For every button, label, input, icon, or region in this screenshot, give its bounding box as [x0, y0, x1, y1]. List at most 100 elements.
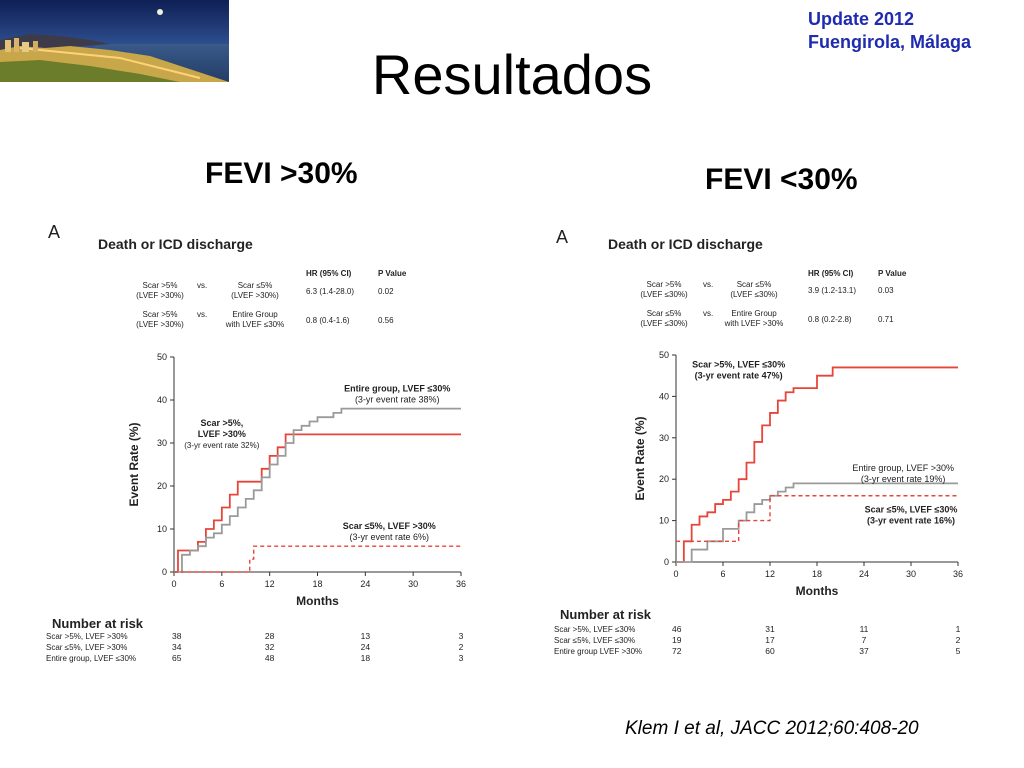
series-annotation: (3-yr event rate 47%): [695, 370, 783, 380]
y-tick-label: 10: [659, 516, 669, 526]
risk-row-value: 46: [672, 624, 682, 634]
y-tick-label: 30: [659, 433, 669, 443]
series-annotation: (3-yr event rate 32%): [184, 441, 259, 450]
risk-row-value: 37: [859, 646, 869, 656]
citation: Klem I et al, JACC 2012;60:408-20: [625, 718, 919, 739]
hr-row-vs: vs.: [703, 309, 713, 318]
series-annotation: (3-yr event rate 16%): [867, 515, 955, 525]
hr-row-right-label: Entire Group: [731, 309, 777, 318]
hr-row-left-label: (LVEF ≤30%): [640, 319, 688, 328]
series-annotation: LVEF >30%: [198, 429, 246, 439]
hr-row-left-label: Scar >5%: [143, 281, 178, 290]
risk-row-value: 19: [672, 635, 682, 645]
risk-row-label: Scar ≤5%, LVEF >30%: [46, 643, 127, 652]
y-tick-label: 50: [659, 350, 669, 360]
risk-row-value: 3: [459, 631, 464, 641]
risk-row-value: 38: [172, 631, 182, 641]
x-tick-label: 30: [408, 579, 418, 589]
risk-row-label: Scar >5%, LVEF >30%: [46, 632, 128, 641]
right-chart-panel: A Death or ICD discharge HR (95% CI) P Valu…: [548, 216, 988, 662]
hr-row-p-value: 0.56: [378, 316, 394, 325]
event-year: Update 2012: [808, 9, 915, 29]
risk-row-value: 31: [765, 624, 775, 634]
risk-row-value: 1: [956, 624, 961, 634]
y-axis-label: Event Rate (%): [127, 422, 141, 506]
hr-row-right-label: Scar ≤5%: [238, 281, 273, 290]
hr-row-left-label: (LVEF >30%): [136, 320, 184, 329]
series-line: [174, 545, 461, 573]
hr-header: HR (95% CI): [808, 269, 854, 278]
right-chart-subtitle: FEVI <30%: [705, 163, 858, 196]
risk-row-value: 7: [862, 635, 867, 645]
chart-title: Death or ICD discharge: [98, 236, 253, 252]
hr-row-p-value: 0.02: [378, 287, 394, 296]
y-tick-label: 30: [157, 438, 167, 448]
risk-row-value: 72: [672, 646, 682, 656]
event-rate-chart: A Death or ICD discharge HR (95% CI) P Valu…: [46, 222, 466, 663]
risk-row-value: 60: [765, 646, 775, 656]
x-axis-label: Months: [796, 584, 839, 598]
hr-row-vs: vs.: [703, 280, 713, 289]
risk-row-value: 18: [361, 653, 371, 663]
x-tick-label: 18: [312, 579, 322, 589]
x-tick-label: 36: [953, 569, 963, 579]
series-annotation: Entire group, LVEF >30%: [852, 463, 954, 473]
series-annotation: (3-yr event rate 6%): [349, 532, 429, 542]
left-chart-subtitle: FEVI >30%: [205, 157, 358, 190]
hr-row-right-label: with LVEF ≤30%: [225, 320, 285, 329]
series-line: [676, 366, 958, 563]
risk-row-value: 13: [361, 631, 371, 641]
hr-row-value: 0.8 (0.4-1.6): [306, 316, 350, 325]
series-annotation: (3-yr event rate 38%): [355, 394, 440, 404]
x-tick-label: 12: [765, 569, 775, 579]
x-tick-label: 36: [456, 579, 466, 589]
y-tick-label: 40: [157, 395, 167, 405]
hr-row-p-value: 0.71: [878, 315, 894, 324]
hr-row-right-label: with LVEF >30%: [724, 319, 784, 328]
risk-row-label: Entire group LVEF >30%: [554, 647, 642, 656]
event-rate-chart: A Death or ICD discharge HR (95% CI) P Valu…: [554, 227, 963, 656]
risk-row-label: Entire group, LVEF ≤30%: [46, 654, 136, 663]
hr-row-vs: vs.: [197, 281, 207, 290]
y-tick-label: 20: [659, 474, 669, 484]
hr-row-value: 3.9 (1.2-13.1): [808, 286, 856, 295]
x-tick-label: 24: [360, 579, 370, 589]
panel-letter: A: [556, 227, 568, 247]
risk-table-title: Number at risk: [560, 607, 652, 622]
x-axis-label: Months: [296, 594, 339, 608]
hr-row-left-label: (LVEF >30%): [136, 291, 184, 300]
risk-row-value: 28: [265, 631, 275, 641]
series-annotation: Scar ≤5%, LVEF ≤30%: [865, 504, 958, 514]
series-line: [174, 433, 461, 573]
y-axis-label: Event Rate (%): [633, 416, 647, 500]
page-title: Resultados: [371, 43, 653, 106]
hr-row-left-label: Scar ≤5%: [647, 309, 682, 318]
risk-row-value: 2: [956, 635, 961, 645]
risk-row-value: 24: [361, 642, 371, 652]
chart-title: Death or ICD discharge: [608, 236, 763, 252]
hr-row-left-label: Scar >5%: [143, 310, 178, 319]
panel-letter: A: [48, 222, 60, 242]
x-tick-label: 30: [906, 569, 916, 579]
x-tick-label: 0: [171, 579, 176, 589]
series-annotation: Scar ≤5%, LVEF >30%: [343, 521, 436, 531]
hr-header: HR (95% CI): [306, 269, 352, 278]
risk-row-label: Scar ≤5%, LVEF ≤30%: [554, 636, 635, 645]
hr-row-value: 6.3 (1.4-28.0): [306, 287, 354, 296]
series-annotation: Scar >5%, LVEF ≤30%: [692, 359, 785, 369]
event-location: Fuengirola, Málaga: [808, 32, 972, 52]
y-tick-label: 50: [157, 352, 167, 362]
x-tick-label: 18: [812, 569, 822, 579]
x-tick-label: 6: [720, 569, 725, 579]
y-tick-label: 20: [157, 481, 167, 491]
left-chart-panel: A Death or ICD discharge HR (95% CI) P Valu…: [40, 212, 480, 674]
y-tick-label: 10: [157, 524, 167, 534]
risk-row-label: Scar >5%, LVEF ≤30%: [554, 625, 635, 634]
risk-table-title: Number at risk: [52, 616, 144, 631]
hr-row-vs: vs.: [197, 310, 207, 319]
series-line: [174, 407, 461, 573]
series-annotation: (3-yr event rate 19%): [861, 474, 946, 484]
hr-row-right-label: (LVEF ≤30%): [730, 290, 778, 299]
y-tick-label: 0: [664, 557, 669, 567]
x-tick-label: 12: [265, 579, 275, 589]
